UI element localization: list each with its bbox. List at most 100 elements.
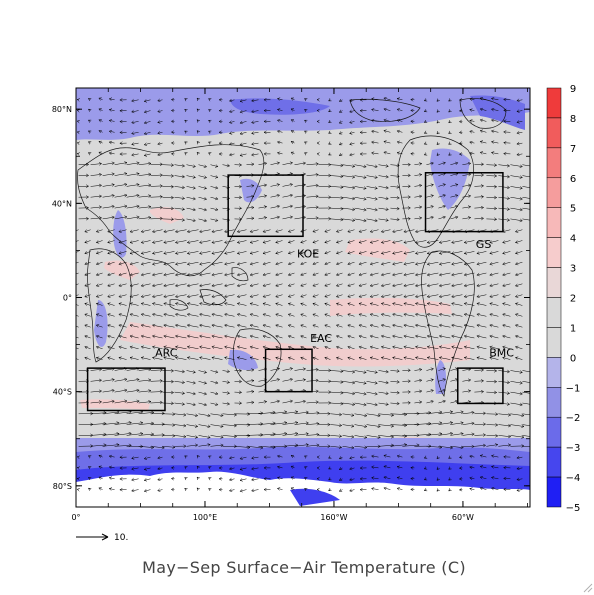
- wind-vector: [462, 378, 471, 382]
- wind-vector: [459, 98, 463, 102]
- wind-vector: [224, 251, 235, 255]
- wind-vector: [138, 400, 152, 404]
- wind-vector: [336, 240, 343, 244]
- wind-vector: [336, 261, 343, 266]
- wind-vector: [462, 410, 475, 415]
- wind-vector: [288, 335, 295, 339]
- wind-vector: [510, 207, 523, 212]
- wind-vector: [371, 118, 379, 123]
- wind-vector: [270, 194, 280, 198]
- wind-vector: [198, 443, 211, 447]
- wind-vector: [359, 152, 367, 156]
- wind-vector: [263, 487, 271, 492]
- wind-vector: [474, 216, 484, 221]
- wind-vector: [502, 334, 511, 339]
- wind-vector: [208, 130, 212, 134]
- wind-vector: [131, 131, 139, 135]
- wind-vector: [288, 261, 295, 266]
- wind-vector: [498, 207, 510, 211]
- wind-vector: [144, 142, 151, 146]
- wind-vector: [300, 324, 307, 328]
- wind-vector: [129, 313, 139, 317]
- wind-vector: [211, 334, 223, 339]
- wind-vector: [480, 486, 487, 491]
- wind-vector: [464, 251, 475, 255]
- wind-vector: [318, 433, 331, 438]
- wind-vector: [102, 388, 115, 393]
- wind-vector: [451, 312, 463, 317]
- wind-vector: [366, 370, 378, 374]
- wind-vector: [138, 378, 152, 382]
- wind-vector: [522, 218, 530, 221]
- wind-vector: [96, 272, 103, 276]
- wind-vector: [174, 369, 185, 374]
- wind-vector: [342, 218, 355, 222]
- wind-vector: [78, 184, 89, 188]
- wind-vector: [354, 207, 367, 212]
- wind-vector: [229, 142, 235, 146]
- wind-vector: [396, 465, 403, 469]
- wind-vector: [150, 445, 165, 450]
- wind-vector: [451, 323, 463, 328]
- wind-vector: [78, 216, 89, 221]
- wind-vector: [157, 152, 163, 157]
- wind-vector: [187, 240, 199, 244]
- wind-vector: [498, 218, 510, 222]
- wind-vector: [270, 215, 280, 220]
- wind-vector: [77, 141, 80, 145]
- wind-vector: [403, 323, 415, 328]
- wind-vector: [438, 215, 446, 220]
- wind-vector: [211, 294, 223, 299]
- wind-vector: [174, 423, 187, 428]
- wind-vector: [410, 152, 415, 156]
- wind-vector: [510, 186, 523, 190]
- wind-vector: [515, 334, 523, 339]
- wind-vector: [141, 323, 151, 328]
- wind-vector: [249, 294, 259, 298]
- wind-vector: [141, 229, 151, 233]
- wind-vector: [436, 141, 440, 145]
- wind-vector: [96, 335, 103, 339]
- wind-vector: [378, 175, 389, 179]
- wind-vector: [304, 98, 308, 102]
- colorbar-swatch: [546, 267, 562, 298]
- wind-vector: [424, 152, 428, 156]
- resize-grip-icon[interactable]: [583, 583, 593, 593]
- wind-vector: [486, 443, 498, 447]
- wind-vector: [462, 205, 471, 209]
- wind-vector: [126, 183, 140, 187]
- wind-vector: [330, 423, 342, 428]
- wind-vector: [378, 164, 389, 168]
- wind-vector: [448, 455, 452, 459]
- wind-vector: [76, 240, 79, 242]
- wind-vector: [262, 240, 271, 244]
- wind-vector: [184, 466, 188, 470]
- wind-vector: [152, 356, 163, 360]
- wind-vector: [162, 184, 174, 189]
- wind-vector: [474, 162, 484, 167]
- wind-vector: [491, 151, 499, 155]
- wind-vector: [152, 272, 163, 277]
- wind-vector: [462, 183, 471, 188]
- wind-vector: [498, 443, 511, 447]
- wind-vector: [474, 173, 484, 177]
- wind-vector: [171, 455, 175, 459]
- wind-vector: [131, 98, 139, 103]
- wind-vector: [175, 312, 187, 317]
- wind-vector: [462, 216, 471, 220]
- wind-vector: [118, 345, 127, 350]
- wind-vector: [246, 400, 255, 405]
- wind-vector: [392, 334, 403, 339]
- wind-vector: [464, 283, 475, 288]
- wind-vector: [84, 229, 91, 233]
- wind-vector: [275, 251, 283, 255]
- wind-vector: [451, 251, 463, 255]
- wind-vector: [318, 173, 332, 178]
- wind-vector: [516, 152, 523, 157]
- wind-vector: [114, 182, 128, 187]
- wind-vector: [328, 119, 332, 123]
- wind-vector: [402, 195, 411, 199]
- colorbar-label: 8: [570, 114, 576, 125]
- wind-vector: [263, 119, 271, 124]
- wind-vector: [84, 283, 91, 287]
